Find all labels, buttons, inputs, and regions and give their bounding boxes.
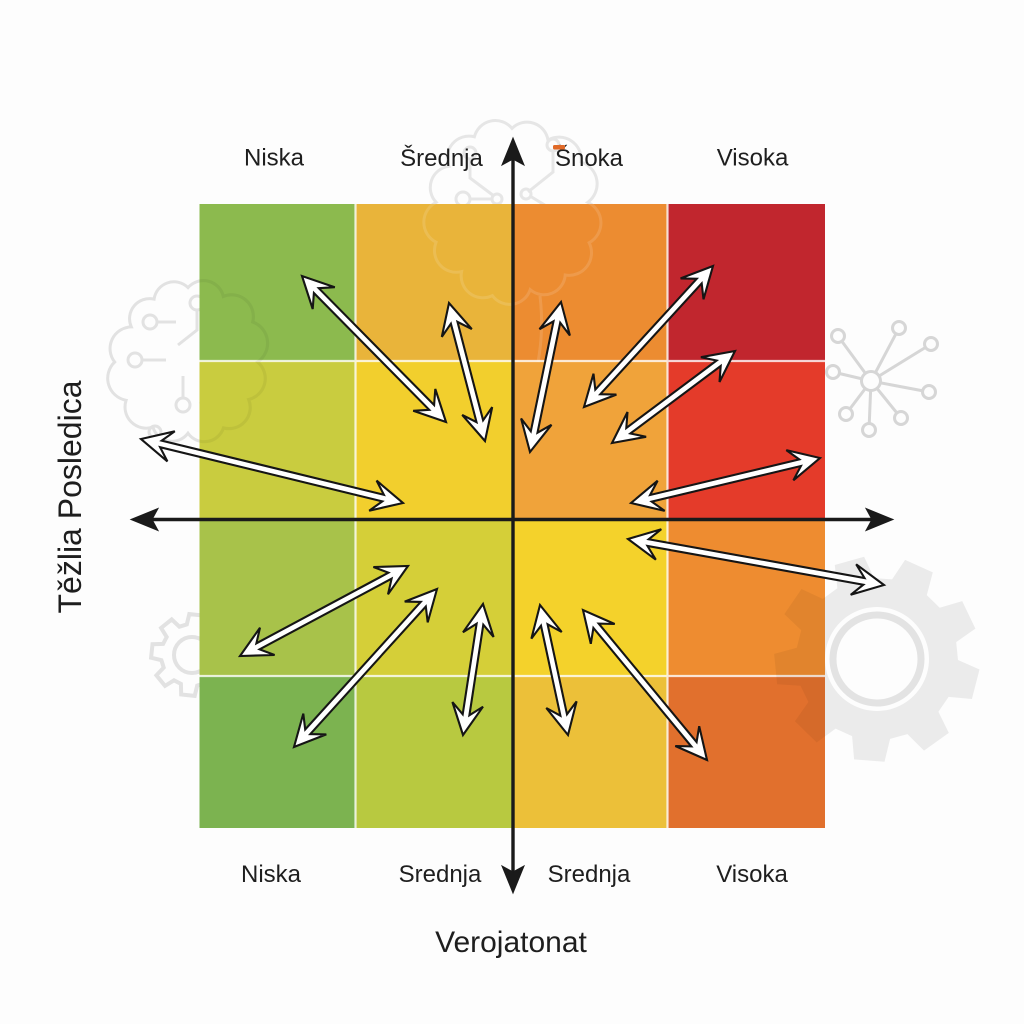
svg-text:Srednja: Srednja	[399, 861, 482, 888]
svg-text:Těžlia Posledica: Těžlia Posledica	[52, 380, 88, 613]
svg-text:Verojatonat: Verojatonat	[435, 926, 587, 959]
svg-text:Visoka: Visoka	[717, 145, 789, 172]
svg-text:Niska: Niska	[244, 145, 305, 172]
svg-text:Šrednja: Šrednja	[400, 144, 483, 172]
svg-text:Šnoka: Šnoka	[555, 144, 624, 172]
svg-text:Srednja: Srednja	[548, 861, 631, 888]
svg-text:Niska: Niska	[241, 861, 302, 888]
svg-text:Visoka: Visoka	[716, 861, 788, 888]
